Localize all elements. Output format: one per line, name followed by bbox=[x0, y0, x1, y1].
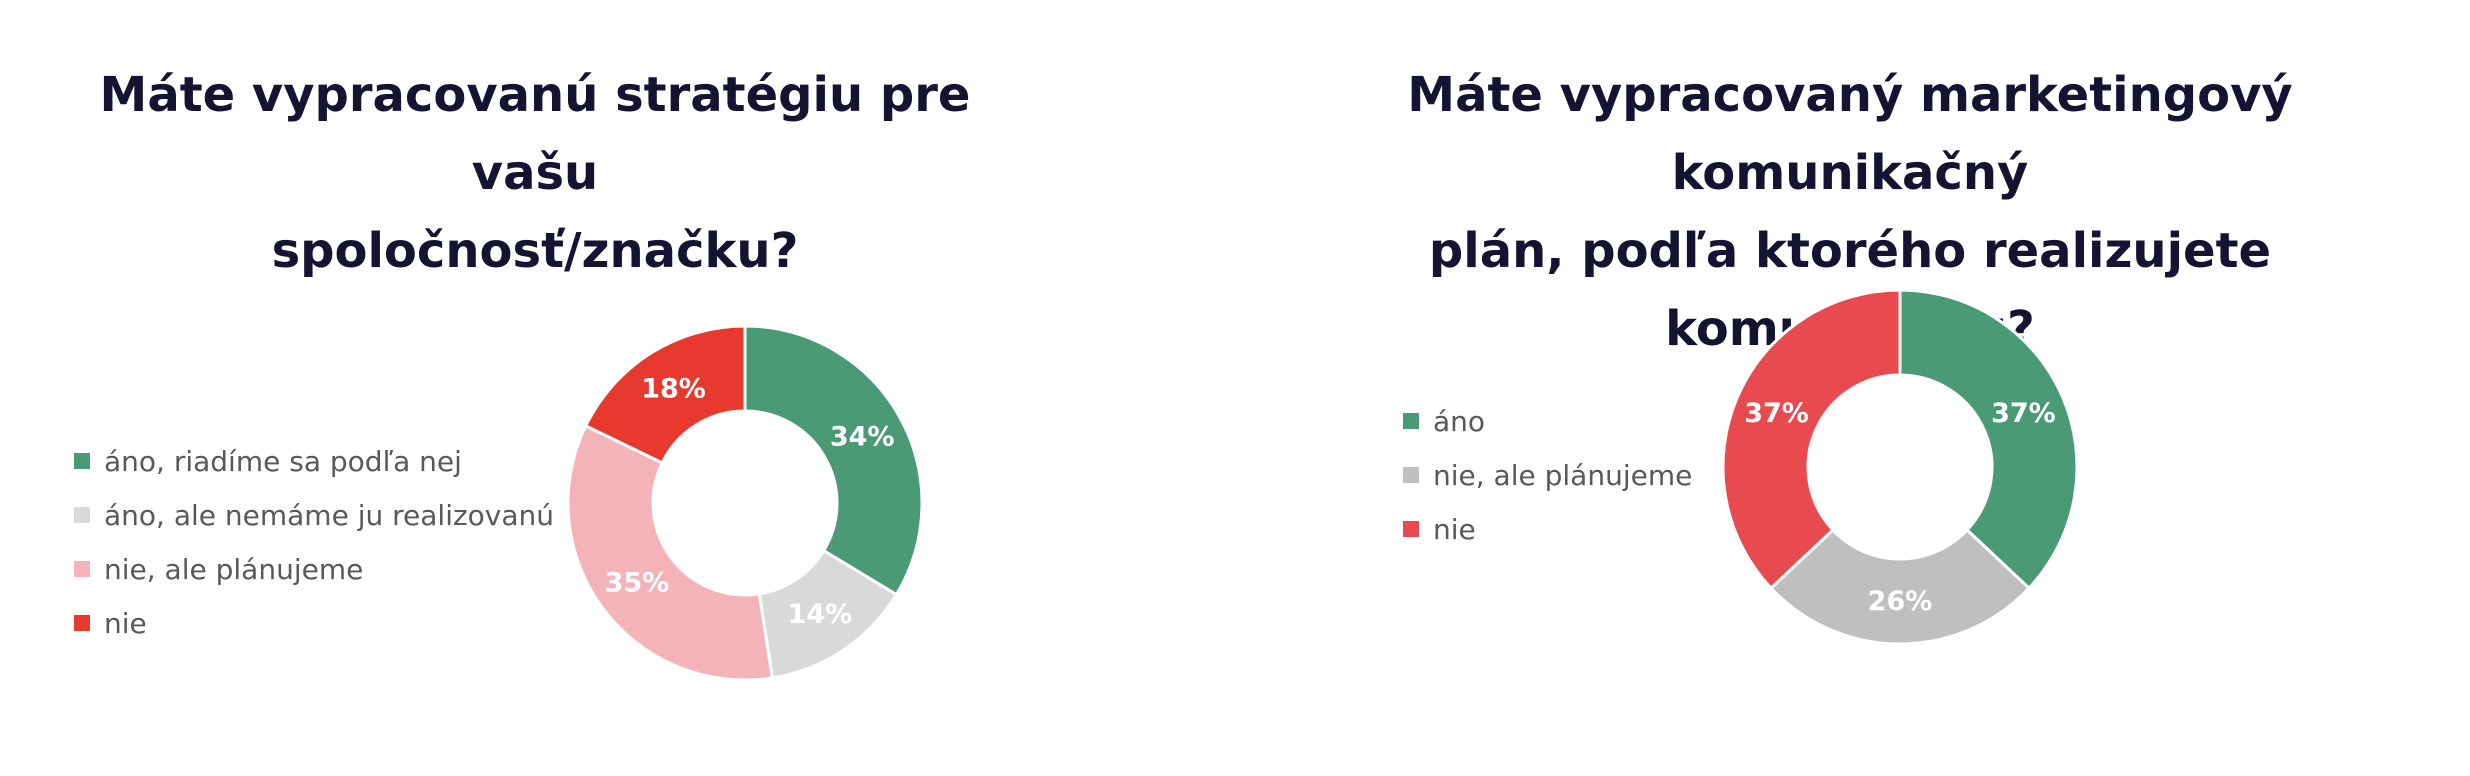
chart-panel-marketing-plan: Máte vypracovaný marketingový komunikačn… bbox=[1235, 0, 2470, 776]
legend-swatch bbox=[74, 561, 90, 577]
legend-item: áno, riadíme sa podľa nej bbox=[74, 434, 554, 488]
legend-swatch bbox=[74, 453, 90, 469]
legend-item: áno, ale nemáme ju realizovanú bbox=[74, 488, 554, 542]
legend-item: nie, ale plánujeme bbox=[1403, 448, 1692, 502]
legend-item: nie bbox=[1403, 502, 1692, 556]
legend-marketing-plan: áno nie, ale plánujeme nie bbox=[1403, 394, 1692, 556]
donut-slice bbox=[1768, 527, 2032, 646]
legend-label: áno bbox=[1433, 404, 1486, 438]
legend-strategy: áno, riadíme sa podľa nej áno, ale nemám… bbox=[74, 434, 554, 650]
legend-label: áno, riadíme sa podľa nej bbox=[104, 444, 462, 478]
slice-data-label: 26% bbox=[1868, 586, 1933, 617]
legend-swatch bbox=[1403, 521, 1419, 537]
donut-slice bbox=[743, 324, 924, 597]
chart-title-line-1: Máte vypracovanú stratégiu pre vašu bbox=[99, 67, 971, 201]
legend-item: nie bbox=[74, 596, 554, 650]
legend-swatch bbox=[74, 615, 90, 631]
slice-data-label: 35% bbox=[605, 568, 670, 599]
donut-slice bbox=[583, 324, 747, 465]
donut-slice bbox=[1721, 288, 1902, 591]
chart-title-strategy: Máte vypracovanú stratégiu pre vašu spol… bbox=[60, 56, 1010, 290]
legend-swatch bbox=[1403, 467, 1419, 483]
legend-label: nie, ale plánujeme bbox=[1433, 458, 1693, 492]
slice-data-label: 37% bbox=[1991, 398, 2056, 429]
slice-data-label: 34% bbox=[830, 421, 895, 452]
donut-chart-strategy: 34% 14% 35% 18% bbox=[566, 324, 924, 682]
chart-title-line-2: spoločnosť/značku? bbox=[271, 223, 799, 279]
chart-panel-strategy: Máte vypracovanú stratégiu pre vašu spol… bbox=[60, 56, 1010, 682]
legend-label: nie bbox=[104, 606, 147, 640]
legend-item: áno bbox=[1403, 394, 1692, 448]
legend-item: nie, ale plánujeme bbox=[74, 542, 554, 596]
donut-slice bbox=[1898, 288, 2079, 591]
legend-swatch bbox=[74, 507, 90, 523]
chart-title-marketing-plan: Máte vypracovaný marketingový komunikačn… bbox=[1255, 56, 2445, 368]
slice-data-label: 14% bbox=[788, 599, 853, 630]
legend-label: áno, ale nemáme ju realizovanú bbox=[104, 498, 555, 532]
slice-data-label: 18% bbox=[641, 374, 706, 405]
legend-label: nie, ale plánujeme bbox=[104, 552, 364, 586]
donut-slice bbox=[566, 423, 775, 682]
legend-label: nie bbox=[1433, 512, 1476, 546]
donut-chart-marketing-plan: 37% 26% 37% bbox=[1721, 288, 2079, 646]
legend-swatch bbox=[1403, 413, 1419, 429]
chart-title-line-1: Máte vypracovaný marketingový komunikačn… bbox=[1407, 67, 2293, 201]
slice-data-label: 37% bbox=[1744, 398, 1809, 429]
